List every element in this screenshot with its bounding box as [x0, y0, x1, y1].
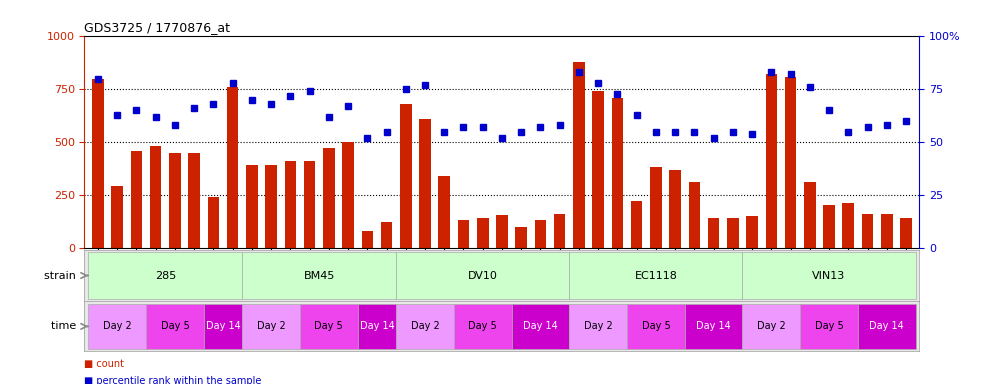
Text: Day 14: Day 14	[523, 321, 558, 331]
Bar	[743, 304, 800, 349]
Text: GDS3725 / 1770876_at: GDS3725 / 1770876_at	[84, 21, 231, 34]
Bar	[146, 304, 204, 349]
Bar	[858, 304, 915, 349]
Bar	[535, 220, 547, 248]
Bar	[765, 74, 777, 248]
Bar	[400, 104, 412, 248]
Bar	[265, 166, 277, 248]
Bar	[304, 161, 315, 248]
Bar	[111, 187, 123, 248]
Text: Day 14: Day 14	[870, 321, 905, 331]
Bar	[685, 304, 743, 349]
Bar	[727, 218, 739, 248]
Bar	[150, 146, 161, 248]
Bar	[570, 304, 627, 349]
Bar	[627, 304, 685, 349]
Bar	[689, 182, 700, 248]
Bar	[381, 222, 393, 248]
Text: ■ percentile rank within the sample: ■ percentile rank within the sample	[84, 376, 261, 384]
Bar	[438, 176, 450, 248]
Bar	[516, 227, 527, 248]
Bar	[592, 91, 604, 248]
Bar	[785, 77, 796, 248]
Text: 285: 285	[155, 270, 176, 281]
Bar	[88, 252, 243, 299]
Bar	[862, 214, 874, 248]
Text: Day 14: Day 14	[696, 321, 731, 331]
Bar	[823, 205, 835, 248]
Bar	[574, 62, 584, 248]
Text: Day 5: Day 5	[161, 321, 189, 331]
Bar	[570, 252, 743, 299]
Bar	[204, 304, 243, 349]
Bar	[477, 218, 488, 248]
Bar	[92, 79, 103, 248]
Bar	[358, 304, 397, 349]
Bar	[243, 304, 300, 349]
Bar	[247, 166, 257, 248]
Text: Day 14: Day 14	[360, 321, 395, 331]
Text: BM45: BM45	[303, 270, 335, 281]
Text: VIN13: VIN13	[812, 270, 846, 281]
Bar	[554, 214, 566, 248]
Bar	[243, 252, 397, 299]
Text: Day 5: Day 5	[314, 321, 343, 331]
Bar	[284, 161, 296, 248]
Text: Day 5: Day 5	[468, 321, 497, 331]
Bar	[804, 182, 815, 248]
Bar	[362, 231, 373, 248]
Bar	[419, 119, 430, 248]
Bar	[454, 304, 512, 349]
Text: time: time	[51, 321, 80, 331]
Bar	[901, 218, 911, 248]
Bar	[323, 149, 335, 248]
Bar	[800, 304, 858, 349]
Bar	[743, 252, 915, 299]
Bar	[208, 197, 219, 248]
Text: Day 2: Day 2	[757, 321, 785, 331]
Bar	[300, 304, 358, 349]
Bar	[881, 214, 893, 248]
Bar	[342, 142, 354, 248]
Bar	[88, 304, 146, 349]
Text: DV10: DV10	[468, 270, 498, 281]
Text: Day 2: Day 2	[102, 321, 131, 331]
Bar	[130, 151, 142, 248]
Text: ■ count: ■ count	[84, 359, 124, 369]
Bar	[512, 304, 570, 349]
Bar	[650, 167, 662, 248]
Bar	[669, 170, 681, 248]
Text: Day 5: Day 5	[815, 321, 843, 331]
Bar	[397, 304, 454, 349]
Bar	[496, 215, 508, 248]
Bar	[843, 204, 854, 248]
Text: Day 2: Day 2	[583, 321, 612, 331]
Bar	[746, 216, 757, 248]
Text: Day 2: Day 2	[256, 321, 285, 331]
Bar	[227, 87, 239, 248]
Text: EC1118: EC1118	[634, 270, 677, 281]
Text: strain: strain	[44, 270, 80, 281]
Bar	[631, 201, 642, 248]
Bar	[457, 220, 469, 248]
Text: Day 5: Day 5	[641, 321, 670, 331]
Text: Day 14: Day 14	[206, 321, 241, 331]
Bar	[169, 152, 181, 248]
Bar	[397, 252, 570, 299]
Bar	[611, 98, 623, 248]
Bar	[189, 152, 200, 248]
Text: Day 2: Day 2	[411, 321, 439, 331]
Bar	[708, 218, 720, 248]
